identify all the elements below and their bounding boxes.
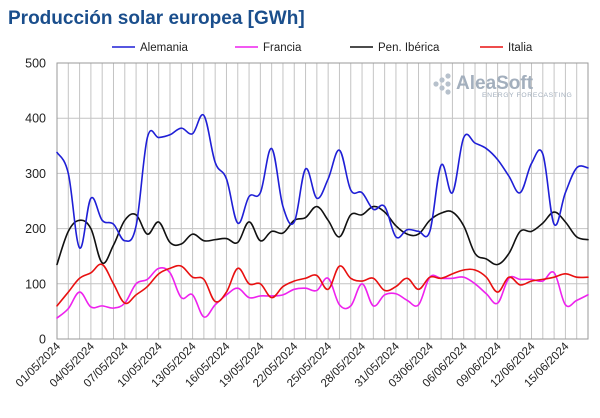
logo-dots-icon [433, 73, 451, 95]
series-line-alemania [56, 113, 589, 249]
y-tick-label: 200 [25, 222, 46, 236]
y-tick-label: 100 [25, 277, 46, 291]
series-line-italia [56, 263, 589, 307]
y-tick-label: 500 [25, 57, 46, 71]
grid [56, 62, 589, 340]
aleasoft-logo: AleaSoft ENERGY FORECASTING [433, 73, 572, 99]
y-tick-label: 0 [39, 333, 46, 347]
series-lines [56, 113, 589, 319]
plot-frame [56, 62, 589, 340]
y-tick-label: 300 [25, 167, 46, 181]
logo-name: AleaSoft [456, 73, 534, 94]
legend-label: Francia [263, 42, 302, 54]
legend: Alemania Francia Pen. Ibérica Italia [112, 42, 533, 54]
series-line-pen-ib-rica [56, 205, 589, 266]
legend-label: Alemania [140, 42, 189, 54]
legend-label: Pen. Ibérica [378, 42, 440, 54]
y-tick-label: 400 [25, 112, 46, 126]
legend-label: Italia [508, 42, 533, 54]
y-axis: 0 100 200 300 400 500 [25, 57, 46, 347]
chart-title: Producción solar europea [GWh] [8, 8, 305, 29]
logo-tagline: ENERGY FORECASTING [482, 92, 572, 99]
